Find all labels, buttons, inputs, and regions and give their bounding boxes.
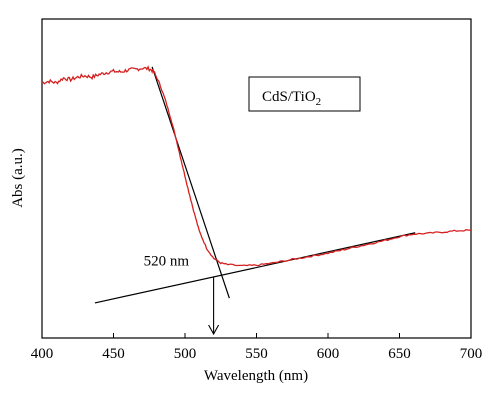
x-tick-label-450: 450 — [102, 346, 125, 362]
legend-label: CdS/TiO2 — [262, 89, 321, 108]
tangent-line-2 — [94, 232, 416, 304]
plot-frame — [41, 18, 472, 339]
x-axis-title: Wavelength (nm) — [204, 368, 308, 384]
x-axis-tick-labels: 400 450 500 550 600 650 700 — [31, 346, 483, 362]
y-axis-title: Abs (a.u.) — [10, 148, 26, 208]
x-tick-label-700: 700 — [460, 346, 483, 362]
x-tick-label-550: 550 — [245, 346, 268, 362]
legend-label-main: CdS/TiO — [262, 89, 316, 105]
legend-box: CdS/TiO2 — [248, 76, 361, 112]
annotation-520nm: 520 nm — [144, 253, 220, 336]
series-line-cds-tio2 — [41, 65, 472, 267]
legend-label-subscript: 2 — [316, 96, 322, 108]
x-tick-label-650: 650 — [388, 346, 411, 362]
x-tick-label-400: 400 — [31, 346, 54, 362]
x-axis-ticks — [41, 333, 472, 338]
x-tick-label-600: 600 — [317, 346, 340, 362]
annotation-label: 520 nm — [144, 253, 190, 269]
annotation-arrow-head — [208, 324, 220, 336]
x-tick-label-500: 500 — [174, 346, 197, 362]
legend-frame — [248, 76, 361, 112]
